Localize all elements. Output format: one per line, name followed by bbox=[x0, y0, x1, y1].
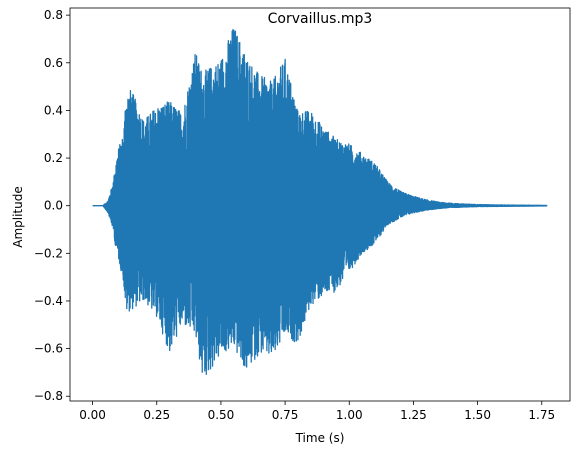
y-tick-label: 0.6 bbox=[44, 56, 63, 70]
y-tick-label: 0.8 bbox=[44, 8, 63, 22]
x-axis: 0.00 0.25 0.50 0.75 1.00 1.25 1.50 1.75 bbox=[79, 401, 555, 422]
y-tick-label: −0.4 bbox=[34, 294, 63, 308]
x-tick-label: 1.00 bbox=[336, 408, 363, 422]
y-axis: −0.8 −0.6 −0.4 −0.2 0.0 0.2 0.4 0.6 0.8 bbox=[34, 8, 70, 403]
y-tick-label: −0.8 bbox=[34, 389, 63, 403]
axes-frame bbox=[69, 7, 571, 402]
x-tick-label: 0.25 bbox=[143, 408, 170, 422]
x-tick-label: 0.75 bbox=[272, 408, 299, 422]
x-tick-label: 0.00 bbox=[79, 408, 106, 422]
y-tick-label: −0.2 bbox=[34, 246, 63, 260]
y-tick-label: 0.0 bbox=[44, 199, 63, 213]
x-axis-label: Time (s) bbox=[295, 431, 345, 445]
x-tick-label: 1.75 bbox=[528, 408, 555, 422]
x-tick-label: 0.50 bbox=[208, 408, 235, 422]
plot-area bbox=[92, 29, 548, 376]
waveform-line bbox=[92, 29, 548, 376]
x-tick-label: 1.50 bbox=[464, 408, 491, 422]
y-tick-label: 0.4 bbox=[44, 103, 63, 117]
x-tick-label: 1.25 bbox=[400, 408, 427, 422]
y-axis-label: Amplitude bbox=[11, 186, 25, 248]
y-tick-label: 0.2 bbox=[44, 151, 63, 165]
y-tick-label: −0.6 bbox=[34, 342, 63, 356]
chart-title: Corvaillus.mp3 bbox=[268, 11, 373, 27]
